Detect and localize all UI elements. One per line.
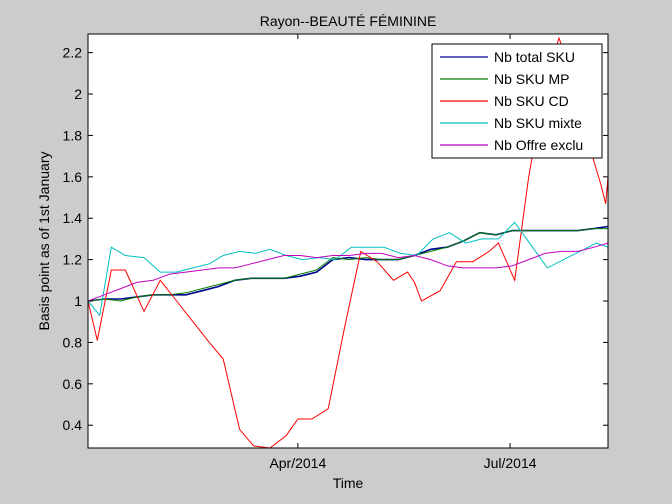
y-tick-label: 0.4: [63, 417, 83, 433]
legend-label-5: Nb Offre exclu: [494, 137, 583, 153]
y-tick-label: 1.6: [63, 169, 83, 185]
y-tick-label: 0.8: [63, 334, 83, 350]
series-line-5: [88, 242, 608, 302]
y-tick-label: 2: [74, 86, 82, 102]
y-tick-label: 1.8: [63, 127, 83, 143]
series-line-2: [88, 228, 608, 302]
x-axis: Apr/2014 Jul/2014: [269, 34, 537, 471]
legend-label-2: Nb SKU MP: [494, 71, 569, 87]
y-tick-label: 1.4: [63, 210, 83, 226]
legend-label-4: Nb SKU mixte: [494, 115, 582, 131]
y-tick-label: 2.2: [63, 45, 83, 61]
x-tick-label: Jul/2014: [484, 455, 537, 471]
y-axis: 0.4 0.6 0.8 1 1.2 1.4 1.6 1.8 2 2.2: [63, 45, 608, 433]
x-axis-label: Time: [333, 475, 364, 491]
series-line-4: [88, 221, 608, 317]
plot-frame: [87, 33, 609, 449]
y-tick-label: 1.2: [63, 252, 83, 268]
x-tick-label: Apr/2014: [269, 455, 326, 471]
y-tick-label: 1: [74, 293, 82, 309]
legend: Nb total SKU Nb SKU MP Nb SKU CD Nb SKU mix…: [431, 43, 603, 159]
legend-label-1: Nb total SKU: [494, 49, 575, 65]
y-tick-label: 0.6: [63, 376, 83, 392]
legend-label-3: Nb SKU CD: [494, 93, 569, 109]
y-axis-label: Basis point as of 1st January: [36, 152, 52, 331]
chart-title: Rayon--BEAUTÉ FÉMININE: [260, 13, 437, 29]
